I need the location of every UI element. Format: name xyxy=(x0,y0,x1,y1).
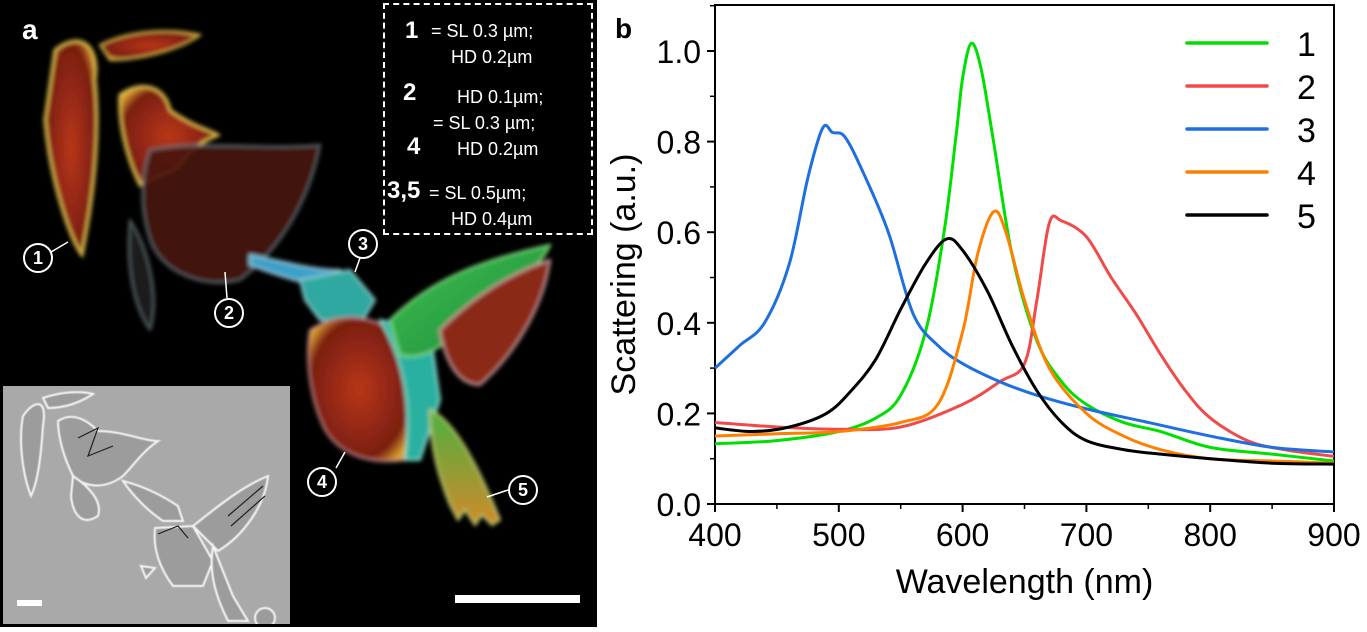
callout-5: 5 xyxy=(508,475,538,505)
x-tick-label: 800 xyxy=(1184,517,1237,553)
x-tick-label: 600 xyxy=(936,517,989,553)
callout-3: 3 xyxy=(348,229,378,259)
key-text-35a: = SL 0.5µm; xyxy=(429,183,527,203)
scattering-spectra-panel: b 400 500 600 700 800 900 0.0 0.2 0.4 0.6 0.8 1.0 1… xyxy=(597,0,1367,627)
microscopy-panel: a 1 = SL 0.3 µm; HD 0.2µm 2 HD 0.1µm; = … xyxy=(0,0,597,627)
series-line-3 xyxy=(713,123,1335,454)
y-tick-label: 0.0 xyxy=(657,487,701,523)
x-tick-label: 500 xyxy=(812,517,865,553)
leaf-1 xyxy=(43,39,99,259)
key-num-1: 1 xyxy=(405,17,419,44)
head xyxy=(298,268,377,327)
x-axis-label: Wavelength (nm) xyxy=(896,563,1154,601)
key-text-2b: = SL 0.3 µm; xyxy=(433,113,536,133)
tail xyxy=(428,408,502,527)
legend-label-4: 4 xyxy=(1297,155,1316,193)
callout-1: 1 xyxy=(23,243,53,273)
series-line-4 xyxy=(714,209,1335,465)
x-tick-label: 900 xyxy=(1307,517,1360,553)
callout-2: 2 xyxy=(214,298,244,328)
key-text-1a: = SL 0.3 µm; xyxy=(431,21,534,41)
legend-label-1: 1 xyxy=(1297,26,1316,64)
legend-label-3: 3 xyxy=(1297,112,1316,150)
hummingbird-darkfield-image xyxy=(43,30,552,527)
key-num-4: 4 xyxy=(407,133,421,160)
legend-label-5: 5 xyxy=(1297,198,1316,236)
sem-inset-image xyxy=(3,386,290,624)
y-tick-label: 1.0 xyxy=(657,34,701,70)
series-line-2 xyxy=(714,214,1335,458)
chart-legend: 1 2 3 4 5 xyxy=(1185,26,1316,236)
y-tick-label: 0.2 xyxy=(657,396,701,432)
series-line-1 xyxy=(714,41,1335,463)
key-text-1b: HD 0.2µm xyxy=(451,47,533,67)
key-text-4: HD 0.2µm xyxy=(457,139,539,159)
chart-axes: 400 500 600 700 800 900 0.0 0.2 0.4 0.6 0.8 1.0 xyxy=(657,4,1361,553)
y-tick-label: 0.6 xyxy=(657,215,701,251)
key-text-2a: HD 0.1µm; xyxy=(457,87,544,107)
scattering-chart: b 400 500 600 700 800 900 0.0 0.2 0.4 0.6 0.8 1.0 1… xyxy=(605,4,1361,601)
y-axis-label: Scattering (a.u.) xyxy=(605,154,643,396)
leaf-2 xyxy=(141,143,322,284)
legend-label-2: 2 xyxy=(1297,69,1316,107)
parameter-key-box: 1 = SL 0.3 µm; HD 0.2µm 2 HD 0.1µm; = SL… xyxy=(383,3,593,235)
series-line-5 xyxy=(714,236,1335,466)
y-tick-label: 0.8 xyxy=(657,125,701,161)
key-text-35b: HD 0.4µm xyxy=(451,209,533,229)
y-tick-label: 0.4 xyxy=(657,306,701,342)
x-tick-label: 700 xyxy=(1060,517,1113,553)
main-scale-bar xyxy=(455,595,580,603)
panel-label-b: b xyxy=(615,13,632,44)
sem-scale-bar xyxy=(17,600,42,606)
panel-label-a: a xyxy=(22,14,38,45)
key-num-3-5: 3,5 xyxy=(387,177,421,204)
leaf-top xyxy=(98,30,203,62)
key-num-2: 2 xyxy=(403,79,417,106)
series-layer xyxy=(713,41,1335,466)
callout-4: 4 xyxy=(307,467,337,497)
x-tick-label: 400 xyxy=(688,517,741,553)
